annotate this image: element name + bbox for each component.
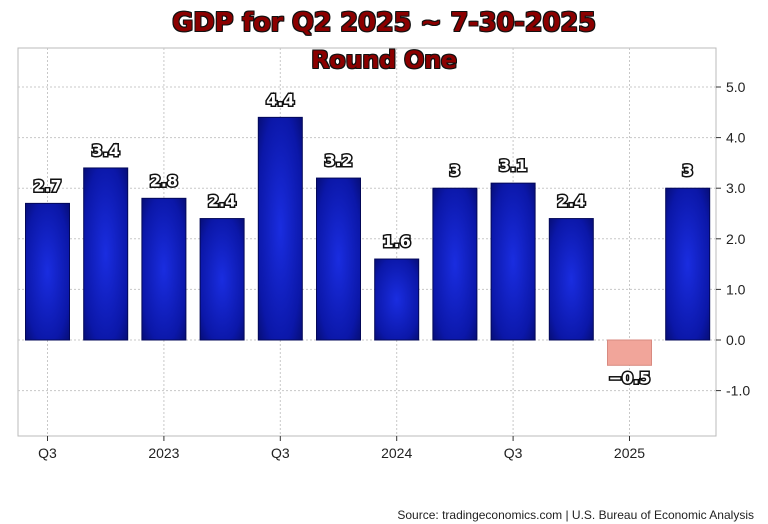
y-tick-label: 0.0 [726,332,746,348]
x-tick-label: Q3 [38,445,57,461]
y-tick-label: -1.0 [726,383,750,399]
source-note: Source: tradingeconomics.com | U.S. Bure… [397,508,754,522]
data-label: 2.7 [33,176,61,195]
y-tick-label: 2.0 [726,231,746,247]
x-tick-label: 2023 [148,445,179,461]
x-tick-label: Q3 [504,445,523,461]
y-tick-label: 5.0 [726,79,746,95]
chart-title: GDP for Q2 2025 ~ 7-30-2025 [172,8,596,38]
bar [199,218,245,341]
y-tick-label: 3.0 [726,180,746,196]
x-tick-label: 2024 [381,445,412,461]
bar [665,187,711,341]
data-label: 3.4 [92,141,120,160]
data-label: 2.8 [150,171,178,190]
bar [25,202,70,341]
x-tick-label: 2025 [614,445,645,461]
data-label: 2.4 [208,192,236,211]
data-label: 1.6 [383,232,411,251]
bar [490,182,536,341]
bar [316,177,361,341]
bar-negative [607,339,652,366]
bar [374,258,420,341]
bar [257,116,303,341]
plot-frame [17,47,717,437]
chart-subtitle: Round One [311,46,457,74]
data-label: 3 [449,161,460,180]
data-label: 3.2 [324,151,352,170]
data-label: −0.5 [609,368,651,387]
data-label: 2.4 [557,192,585,211]
bar [432,187,478,341]
y-tick-label: 1.0 [726,281,746,297]
bar [141,197,187,341]
data-label: 4.4 [266,90,294,109]
data-label: 3 [682,161,693,180]
x-tick-label: Q3 [271,445,290,461]
bar [83,167,129,341]
bar [548,218,594,341]
y-tick-label: 4.0 [726,130,746,146]
data-label: 3.1 [499,156,527,175]
